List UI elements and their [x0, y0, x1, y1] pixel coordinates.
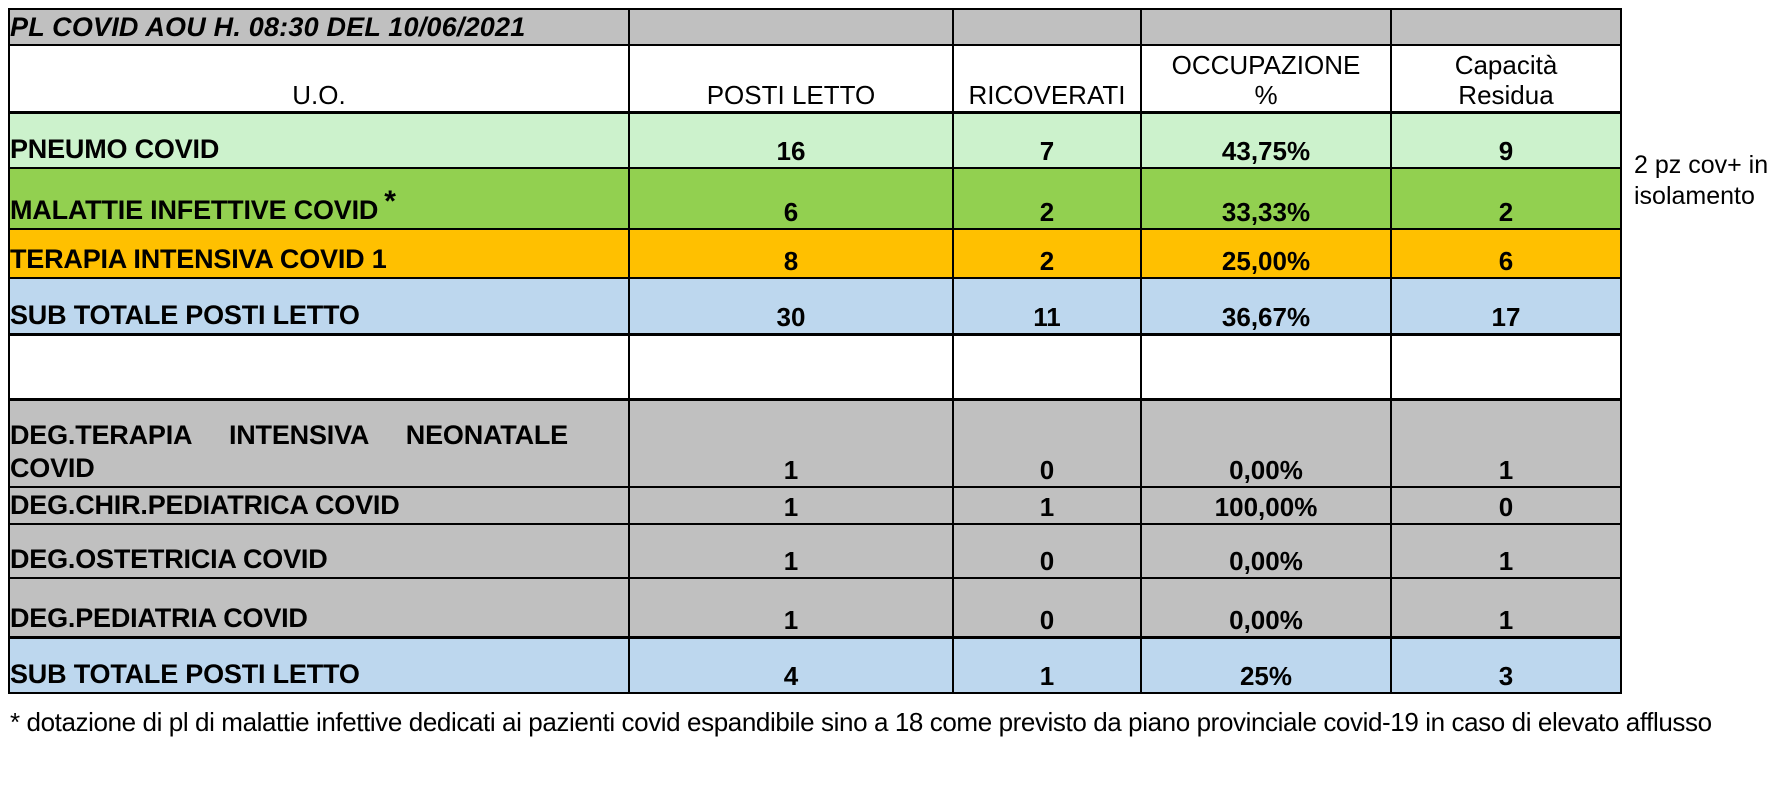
occupazione-cell: 25,00% — [1140, 228, 1392, 279]
occupazione-cell: 33,33% — [1140, 167, 1392, 230]
uo-label-cell: DEG.TERAPIA INTENSIVA NEONATALE COVID — [8, 397, 630, 488]
uo-label-cell: DEG.CHIR.PEDIATRICA COVID — [8, 486, 630, 525]
posti-letto-cell: 1 — [628, 523, 954, 579]
capacita-residua-cell: 1 — [1390, 523, 1622, 579]
column-header-label-line2: Residua — [1458, 79, 1554, 110]
column-header-posti-letto: POSTI LETTO — [628, 44, 954, 114]
footnote-text: * dotazione di pl di malattie infettive … — [10, 707, 1712, 737]
report-title: PL COVID AOU H. 08:30 DEL 10/06/2021 — [8, 8, 630, 46]
table-row-pneumo-covid: PNEUMO COVID 16 7 43,75% 9 — [8, 111, 1622, 169]
posti-letto-cell: 1 — [628, 577, 954, 638]
occupazione-cell: 25% — [1140, 635, 1392, 694]
posti-letto-cell: 4 — [628, 635, 954, 694]
posti-letto-cell: 30 — [628, 277, 954, 335]
empty-cell — [1390, 332, 1622, 400]
empty-cell — [8, 332, 630, 400]
column-header-capacita: Capacità Residua — [1390, 44, 1622, 114]
occupazione-cell: 0,00% — [1140, 577, 1392, 638]
title-row: PL COVID AOU H. 08:30 DEL 10/06/2021 — [8, 8, 1622, 46]
ricoverati-cell: 1 — [952, 635, 1142, 694]
column-header-label: POSTI LETTO — [706, 79, 876, 110]
capacita-residua-cell: 9 — [1390, 111, 1622, 169]
ricoverati-cell: 0 — [952, 523, 1142, 579]
column-header-label: U.O. — [292, 79, 346, 110]
empty-cell — [1140, 332, 1392, 400]
isolation-side-note: 2 pz cov+ in isolamento — [1634, 151, 1769, 211]
table-row-deg-chir-pediatrica: DEG.CHIR.PEDIATRICA COVID 1 1 100,00% 0 — [8, 486, 1622, 525]
table-row-deg-terapia-neonatale: DEG.TERAPIA INTENSIVA NEONATALE COVID 1 … — [8, 397, 1622, 488]
header-row: U.O. POSTI LETTO RICOVERATI OCCUPAZIONE … — [8, 44, 1622, 114]
ricoverati-cell: 0 — [952, 577, 1142, 638]
posti-letto-cell: 8 — [628, 228, 954, 279]
column-header-label: RICOVERATI — [968, 79, 1126, 110]
column-header-label-line2: % — [1254, 79, 1278, 110]
occupazione-cell: 0,00% — [1140, 523, 1392, 579]
capacita-residua-cell: 3 — [1390, 635, 1622, 694]
table-row-subtotale-1: SUB TOTALE POSTI LETTO 30 11 36,67% 17 — [8, 277, 1622, 335]
occupazione-cell: 100,00% — [1140, 486, 1392, 525]
occupazione-cell: 0,00% — [1140, 397, 1392, 488]
table-row-deg-ostetricia: DEG.OSTETRICIA COVID 1 0 0,00% 1 — [8, 523, 1622, 579]
column-header-occupazione: OCCUPAZIONE % — [1140, 44, 1392, 114]
ricoverati-cell: 2 — [952, 228, 1142, 279]
uo-label-cell: SUB TOTALE POSTI LETTO — [8, 635, 630, 694]
ricoverati-cell: 1 — [952, 486, 1142, 525]
ricoverati-cell: 7 — [952, 111, 1142, 169]
posti-letto-cell: 16 — [628, 111, 954, 169]
table-row-malattie-infettive: MALATTIE INFETTIVE COVID * 6 2 33,33% 2 — [8, 167, 1622, 230]
covid-beds-table: PL COVID AOU H. 08:30 DEL 10/06/2021 U.O… — [8, 8, 1622, 694]
capacita-residua-cell: 2 — [1390, 167, 1622, 230]
capacita-residua-cell: 0 — [1390, 486, 1622, 525]
table-row-deg-pediatria: DEG.PEDIATRIA COVID 1 0 0,00% 1 — [8, 577, 1622, 638]
capacita-residua-cell: 17 — [1390, 277, 1622, 335]
title-row-filler — [1390, 8, 1622, 46]
uo-label-cell: SUB TOTALE POSTI LETTO — [8, 277, 630, 335]
title-row-filler — [1140, 8, 1392, 46]
empty-cell — [628, 332, 954, 400]
posti-letto-cell: 1 — [628, 397, 954, 488]
uo-label-cell: PNEUMO COVID — [8, 111, 630, 169]
spacer-row — [8, 332, 1622, 400]
column-header-ricoverati: RICOVERATI — [952, 44, 1142, 114]
row-label: MALATTIE INFETTIVE COVID — [10, 195, 379, 226]
occupazione-cell: 43,75% — [1140, 111, 1392, 169]
column-header-uo: U.O. — [8, 44, 630, 114]
uo-label-cell: MALATTIE INFETTIVE COVID * — [8, 167, 630, 230]
uo-label-cell: DEG.PEDIATRIA COVID — [8, 577, 630, 638]
capacita-residua-cell: 6 — [1390, 228, 1622, 279]
ricoverati-cell: 11 — [952, 277, 1142, 335]
uo-label-cell: DEG.OSTETRICIA COVID — [8, 523, 630, 579]
uo-label-cell: TERAPIA INTENSIVA COVID 1 — [8, 228, 630, 279]
table-row-subtotale-2: SUB TOTALE POSTI LETTO 4 1 25% 3 — [8, 635, 1622, 694]
capacita-residua-cell: 1 — [1390, 577, 1622, 638]
title-row-filler — [628, 8, 954, 46]
empty-cell — [952, 332, 1142, 400]
ricoverati-cell: 2 — [952, 167, 1142, 230]
posti-letto-cell: 6 — [628, 167, 954, 230]
occupazione-cell: 36,67% — [1140, 277, 1392, 335]
column-header-label-line1: Capacità — [1454, 49, 1558, 80]
posti-letto-cell: 1 — [628, 486, 954, 525]
table-row-terapia-intensiva: TERAPIA INTENSIVA COVID 1 8 2 25,00% 6 — [8, 228, 1622, 279]
ricoverati-cell: 0 — [952, 397, 1142, 488]
title-row-filler — [952, 8, 1142, 46]
capacita-residua-cell: 1 — [1390, 397, 1622, 488]
footnote-asterisk: * — [384, 185, 396, 219]
column-header-label-line1: OCCUPAZIONE — [1171, 49, 1361, 80]
